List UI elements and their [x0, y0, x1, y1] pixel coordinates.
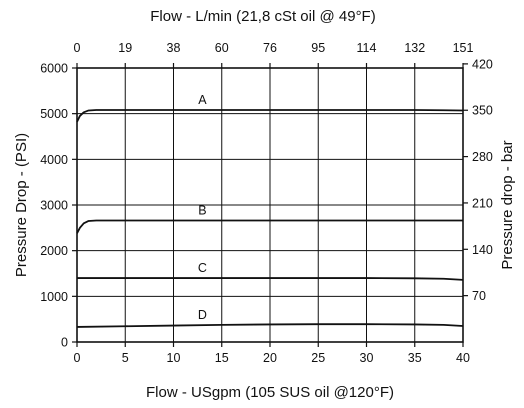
y-left-tick-label: 1000 [40, 290, 68, 304]
plot-frame [76, 67, 464, 343]
x-top-tick-label: 19 [118, 41, 132, 55]
x-top-tick-label: 38 [167, 41, 181, 55]
y-axis-label-left: Pressure Drop - (PSI) [13, 133, 30, 277]
y-right-tick-label: 210 [472, 196, 493, 210]
x-tick-label: 0 [74, 351, 81, 365]
x-tick-label: 35 [408, 351, 422, 365]
x-tick-label: 25 [311, 351, 325, 365]
curve-d [76, 323, 464, 328]
y-left-tick-label: 6000 [40, 62, 68, 76]
x-tick-label: 15 [215, 351, 229, 365]
x-top-tick-label: 76 [263, 41, 277, 55]
y-right-tick-label: 280 [472, 150, 493, 164]
ticks: 0051910381560207625953011435132401510100… [40, 41, 493, 365]
x-tick-label: 40 [456, 351, 470, 365]
x-top-tick-label: 132 [404, 41, 425, 55]
curve-b [76, 219, 463, 234]
curve-label-d: D [198, 308, 207, 322]
x-top-tick-label: 60 [215, 41, 229, 55]
y-right-tick-label: 140 [472, 243, 493, 257]
x-tick-label: 20 [263, 351, 277, 365]
curves [76, 109, 464, 328]
x-top-tick-label: 95 [311, 41, 325, 55]
curve-label-c: C [198, 261, 207, 275]
y-left-tick-label: 5000 [40, 107, 68, 121]
curve-c [77, 277, 464, 281]
curve-a [76, 109, 464, 123]
y-left-tick-label: 2000 [40, 244, 68, 258]
x-top-tick-label: 151 [453, 41, 474, 55]
y-left-tick-label: 4000 [40, 153, 68, 167]
x-tick-label: 5 [122, 351, 129, 365]
y-right-tick-label: 350 [472, 104, 493, 118]
x-top-tick-label: 0 [74, 41, 81, 55]
x-tick-label: 10 [167, 351, 181, 365]
y-axis-label-right: Pressure drop - bar [499, 140, 516, 269]
curve-label-a: A [198, 93, 207, 107]
grid [77, 68, 463, 342]
y-left-tick-label: 0 [61, 336, 68, 350]
y-left-tick-label: 3000 [40, 199, 68, 213]
top-axis-title: Flow - L/min (21,8 cSt oil @ 49°F) [150, 8, 375, 25]
x-tick-label: 30 [360, 351, 374, 365]
curve-label-b: B [198, 204, 206, 218]
y-right-tick-label: 70 [472, 289, 486, 303]
curve-labels: A B C D [198, 93, 207, 322]
x-top-tick-label: 114 [357, 41, 377, 55]
y-right-tick-label: 420 [472, 57, 493, 71]
x-axis-label: Flow - USgpm (105 SUS oil @120°F) [146, 384, 394, 401]
